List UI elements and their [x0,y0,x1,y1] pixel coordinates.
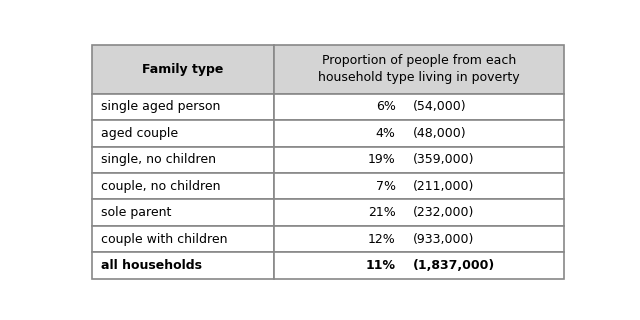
Bar [92,44,274,94]
Bar [274,120,564,147]
Bar [92,173,274,199]
Text: (933,000): (933,000) [413,233,474,245]
Bar [92,226,274,252]
Text: 19%: 19% [368,153,396,166]
Text: Family type: Family type [143,63,224,76]
Text: 11%: 11% [365,259,396,272]
Text: aged couple: aged couple [101,127,179,140]
Text: 7%: 7% [376,180,396,193]
Bar [274,199,564,226]
Bar [274,252,564,279]
Text: sole parent: sole parent [101,206,172,219]
Bar [92,147,274,173]
Text: (359,000): (359,000) [413,153,474,166]
Bar [274,173,564,199]
Text: (48,000): (48,000) [413,127,467,140]
Text: 6%: 6% [376,100,396,113]
Text: couple with children: couple with children [101,233,228,245]
Bar [92,199,274,226]
Text: (211,000): (211,000) [413,180,474,193]
Bar [274,44,564,94]
Text: couple, no children: couple, no children [101,180,221,193]
Text: 12%: 12% [368,233,396,245]
Text: (232,000): (232,000) [413,206,474,219]
Bar [92,120,274,147]
Text: all households: all households [101,259,202,272]
Bar [274,147,564,173]
Text: 4%: 4% [376,127,396,140]
Bar [274,226,564,252]
Bar [274,94,564,120]
Text: single aged person: single aged person [101,100,221,113]
Text: Proportion of people from each
household type living in poverty: Proportion of people from each household… [318,54,520,84]
Text: (1,837,000): (1,837,000) [413,259,495,272]
Bar [92,252,274,279]
Bar [92,94,274,120]
Text: (54,000): (54,000) [413,100,467,113]
Text: single, no children: single, no children [101,153,216,166]
Text: 21%: 21% [368,206,396,219]
